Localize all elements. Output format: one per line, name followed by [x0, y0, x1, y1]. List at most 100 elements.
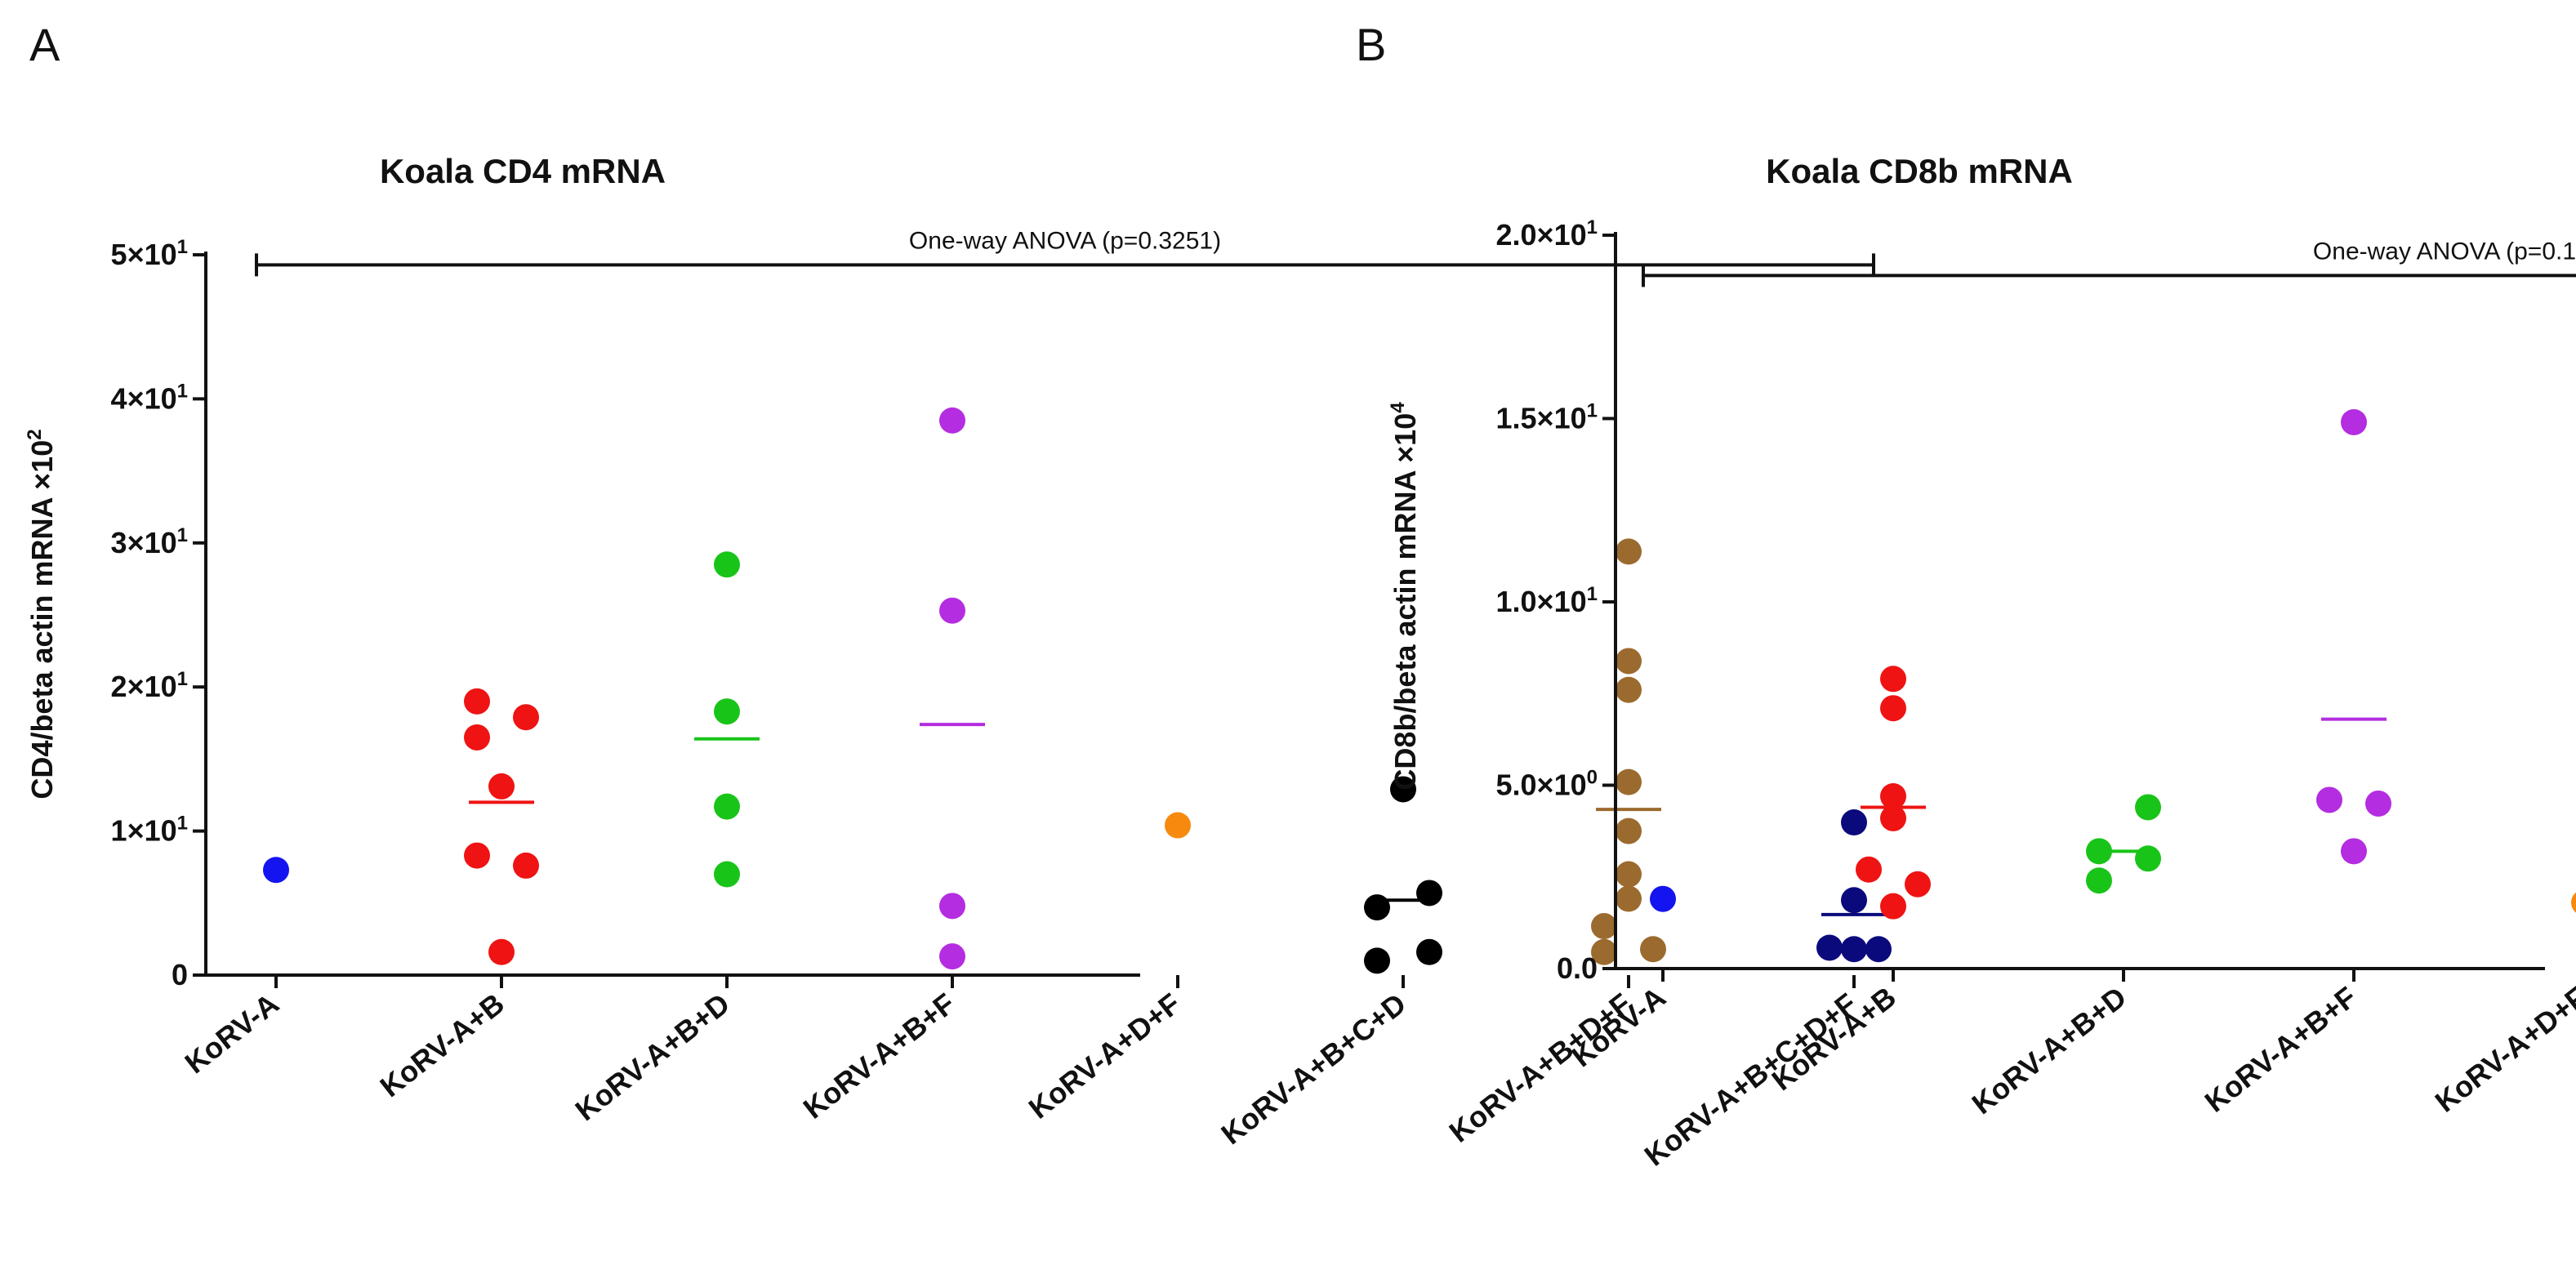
y-tick-text: 0	[172, 958, 188, 991]
y-tick-label: 1.5×101	[1496, 400, 1598, 435]
y-tick-exponent: 1	[177, 813, 188, 835]
data-point	[513, 852, 539, 879]
x-tick-label: KoRV-A+B+F	[797, 987, 961, 1125]
y-tick-label: 1.0×101	[1496, 583, 1598, 618]
data-point	[513, 704, 539, 731]
x-tick-label: KoRV-A+D+F	[1023, 987, 1187, 1125]
chart-title-a: Koala CD4 mRNA	[380, 152, 666, 190]
y-tick-exponent: 1	[1587, 583, 1598, 605]
x-tick-label: KoRV-A+B	[374, 987, 510, 1103]
data-point	[2341, 838, 2367, 865]
y-tick-exponent: 0	[1587, 767, 1598, 789]
data-point	[714, 793, 740, 820]
data-point	[1591, 938, 1617, 965]
data-point	[1616, 861, 1642, 888]
y-tick-text: 4×10	[111, 381, 177, 415]
y-tick-text: 1×10	[111, 814, 177, 848]
data-point	[1616, 676, 1642, 703]
chart-title-b: Koala CD8b mRNA	[1766, 152, 2073, 190]
data-point	[1856, 856, 1882, 883]
panel-b: B Koala CD8b mRNA CD8b/beta actin mRNA ×…	[1356, 19, 2576, 1120]
panel-letter-a: A	[29, 19, 60, 70]
data-point	[1865, 936, 1892, 963]
data-point	[1640, 936, 1666, 963]
y-tick-label: 1×101	[111, 813, 188, 848]
panel-letter-b: B	[1356, 19, 1386, 70]
x-tick-label: KoRV-A+B+D	[1965, 980, 2132, 1120]
x-tick-label: KoRV-A	[179, 987, 285, 1080]
data-point	[2135, 845, 2161, 872]
data-point	[1650, 885, 1676, 912]
y-tick-exponent: 1	[177, 524, 188, 546]
data-point	[1880, 782, 1906, 809]
data-point	[2341, 408, 2367, 435]
anova-label: One-way ANOVA (p=0.3251)	[909, 227, 1221, 254]
y-tick-label: 4×101	[111, 380, 188, 415]
data-point	[939, 407, 965, 434]
data-point	[1880, 804, 1906, 831]
y-tick-label: 2×101	[111, 668, 188, 703]
y-tick-exponent: 1	[1587, 216, 1598, 238]
data-point	[1364, 894, 1390, 921]
data-point	[464, 724, 490, 751]
data-point	[1416, 880, 1442, 906]
data-point	[1416, 938, 1442, 965]
y-tick-text: 1.5×10	[1496, 402, 1587, 435]
data-point	[1880, 666, 1906, 693]
y-tick-exponent: 1	[1587, 400, 1598, 422]
data-point	[714, 698, 740, 725]
x-tick-label: KoRV-A+B+F	[2199, 980, 2363, 1119]
data-point	[1616, 768, 1642, 795]
data-point	[488, 773, 515, 800]
y-tick-exponent: 1	[177, 380, 188, 402]
y-tick-text: 0.0	[1557, 951, 1598, 985]
y-tick-label: 0	[172, 958, 188, 991]
data-point	[1616, 538, 1642, 565]
y-tick-label: 5.0×100	[1496, 767, 1598, 802]
y-axis-label-b-text: CD8b/beta actin mRNA ×10	[1388, 413, 1422, 791]
y-tick-label: 3×101	[111, 524, 188, 559]
data-point	[464, 688, 490, 715]
data-point	[2365, 790, 2391, 817]
y-tick-exponent: 1	[177, 236, 188, 258]
data-point	[2086, 867, 2112, 894]
y-axis-label-b: CD8b/beta actin mRNA ×104	[1387, 402, 1422, 791]
data-point	[939, 943, 965, 970]
data-point	[488, 938, 515, 965]
y-tick-exponent: 1	[177, 668, 188, 690]
data-point	[939, 597, 965, 624]
data-point	[1880, 695, 1906, 722]
y-tick-text: 5.0×10	[1496, 768, 1587, 802]
data-point	[1591, 913, 1617, 940]
y-tick-label: 2.0×101	[1496, 216, 1598, 252]
data-point	[1841, 809, 1867, 836]
data-point	[1390, 776, 1416, 803]
data-point	[1616, 648, 1642, 675]
data-point	[714, 551, 740, 578]
y-tick-text: 2×10	[111, 670, 177, 703]
data-point	[1616, 885, 1642, 912]
data-point	[1880, 893, 1906, 920]
y-tick-text: 1.0×10	[1496, 585, 1587, 618]
data-point	[1364, 947, 1390, 974]
y-axis-label-b-exp: 4	[1387, 402, 1409, 413]
x-tick-label: KoRV-A+B+D+F	[1443, 987, 1638, 1149]
x-tick-label: KoRV-A+B+C+D+F	[1638, 987, 1863, 1173]
data-point	[1816, 934, 1843, 961]
anova-label: One-way ANOVA (p=0.1863)	[2313, 238, 2576, 265]
data-point	[2086, 838, 2112, 865]
data-point	[1616, 817, 1642, 844]
y-axis-label-a-text: CD4/beta actin mRNA ×10	[25, 440, 59, 800]
data-point	[1841, 936, 1867, 963]
data-point	[263, 857, 289, 884]
data-point	[939, 893, 965, 920]
data-point	[2135, 794, 2161, 821]
data-point	[2316, 786, 2342, 813]
y-tick-text: 2.0×10	[1496, 218, 1587, 252]
x-tick-label: KoRV-A+B+D	[568, 987, 735, 1127]
y-axis-label-a-exp: 2	[24, 429, 46, 439]
y-tick-label: 5×101	[111, 236, 188, 271]
data-point	[464, 842, 490, 869]
